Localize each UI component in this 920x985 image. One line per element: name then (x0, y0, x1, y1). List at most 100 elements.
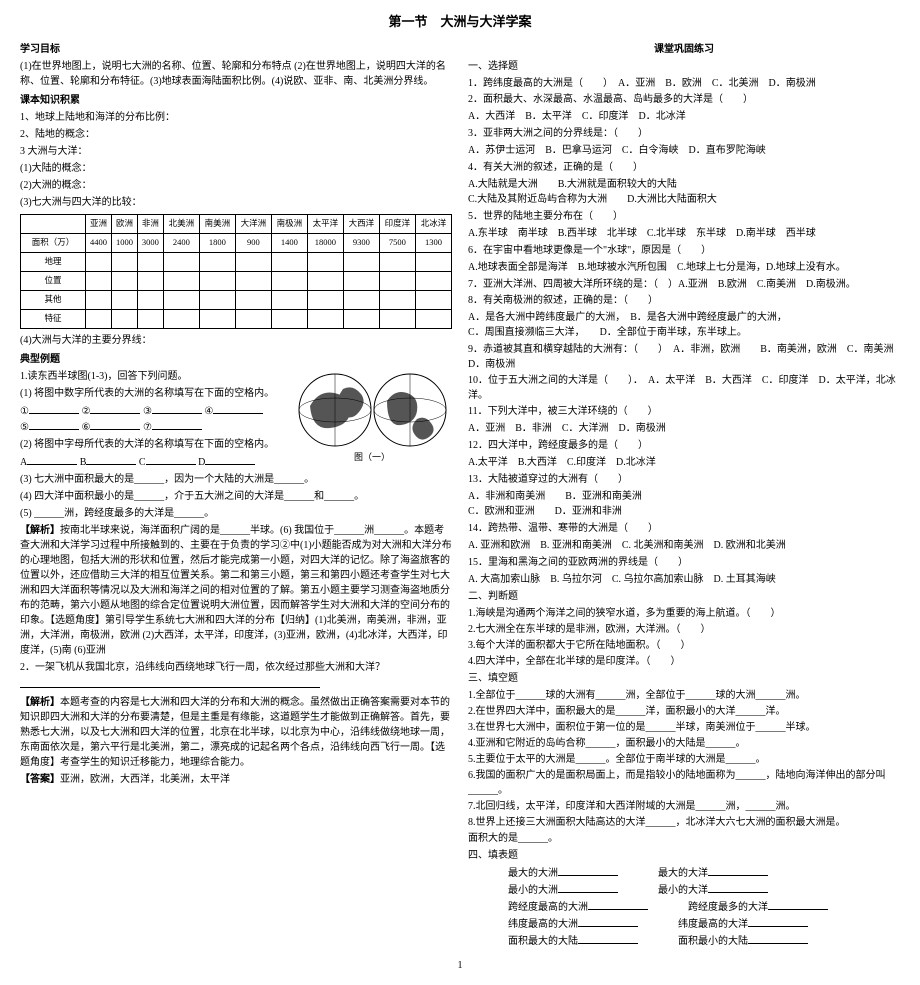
q12: 12．四大洋中，跨经度最多的是（ ） (468, 438, 900, 453)
q4-opts: A.大陆就是大洲 B.大洲就是面积较大的大陆 C.大陆及其附近岛屿合称为大洲 D… (468, 177, 900, 207)
table-header-row: 亚洲 欧洲 非洲 北美洲 南美洲 大洋洲 南极洲 太平洋 大西洋 印度洋 北冰洋 (21, 214, 452, 233)
fill-table: 最大的大洲 最大的大洋 最小的大洲 最小的大洋 跨经度最高的大洲 跨经度最多的大… (468, 865, 900, 949)
q13-opts: A．非洲和南美洲 B．亚洲和南美洲 C．欧洲和亚洲 D．亚洲和非洲 (468, 489, 900, 519)
th: 欧洲 (111, 214, 137, 233)
q4: 4．有关大洲的叙述，正确的是（ ） (468, 160, 900, 175)
table-row: 其他 (21, 290, 452, 309)
q12-opts: A.太平洋 B.大西洋 C.印度洋 D.北冰洋 (468, 455, 900, 470)
fill-row: 跨经度最高的大洲 跨经度最多的大洋 (508, 899, 900, 915)
row-label: 其他 (21, 290, 86, 309)
j3: 3.每个大洋的面积都大于它所在陆地面积。（ ） (468, 638, 900, 653)
goal-text: (1)在世界地图上，说明七大洲的名称、位置、轮廓和分布特点 (2)在世界地图上，… (20, 59, 452, 89)
hemisphere-figure: 图（一） (292, 371, 452, 465)
two-column-layout: 学习目标 (1)在世界地图上，说明七大洲的名称、位置、轮廓和分布特点 (2)在世… (20, 38, 900, 950)
th: 北冰洋 (415, 214, 451, 233)
row-label: 位置 (21, 271, 86, 290)
q13: 13．大陆被道穿过的大洲有（ ） (468, 472, 900, 487)
section-2: 二、判断题 (468, 589, 900, 604)
cell: 7500 (379, 233, 415, 252)
th: 太平洋 (307, 214, 343, 233)
cell: 4400 (86, 233, 112, 252)
th: 非洲 (137, 214, 163, 233)
q1: 1．跨纬度最高的大洲是（ ） A．亚洲 B．欧洲 C．北美洲 D．南极洲 (468, 76, 900, 91)
th: 亚洲 (86, 214, 112, 233)
q11: 11．下列大洋中，被三大洋环绕的（ ） (468, 404, 900, 419)
item-2: 2、陆地的概念： (20, 127, 452, 142)
ex1c: (3) 七大洲中面积最大的是______，因为一个大陆的大洲是______。 (20, 472, 452, 487)
item-3b: (2)大洲的概念： (20, 178, 452, 193)
q15-opts: A. 大高加索山脉 B. 乌拉尔河 C. 乌拉尔高加索山脉 D. 土耳其海峡 (468, 572, 900, 587)
fill-row: 纬度最高的大洲 纬度最高的大洋 (508, 916, 900, 932)
q8: 8．有关南极洲的叙述，正确的是：（ ） (468, 293, 900, 308)
table-row: 地理 (21, 252, 452, 271)
cell: 1800 (199, 233, 235, 252)
f7: 7.北回归线，太平洋，印度洋和大西洋附域的大洲是______洲，______洲。 (468, 799, 900, 814)
j1: 1.海峡是沟通两个海洋之间的狭窄水道，多为重要的海上航道。（ ） (468, 606, 900, 621)
q14-opts: A. 亚洲和欧洲 B. 亚洲和南美洲 C. 北美洲和南美洲 D. 欧洲和北美洲 (468, 538, 900, 553)
q2-opts: A．大西洋 B．太平洋 C．印度洋 D．北冰洋 (468, 109, 900, 124)
th: 大洋洲 (235, 214, 271, 233)
q3: 3．亚非两大洲之间的分界线是：（ ） (468, 126, 900, 141)
row-label: 地理 (21, 252, 86, 271)
right-column: 课堂巩固练习 一、选择题 1．跨纬度最高的大洲是（ ） A．亚洲 B．欧洲 C．… (468, 38, 900, 950)
cell: 2400 (163, 233, 199, 252)
left-column: 学习目标 (1)在世界地图上，说明七大洲的名称、位置、轮廓和分布特点 (2)在世… (20, 38, 452, 950)
cell: 1400 (271, 233, 307, 252)
analysis2: 【解析】本题考查的内容是七大洲和四大洋的分布和大洲的概念。虽然做出正确答案需要对… (20, 695, 452, 770)
q5-opts: A.东半球 南半球 B.西半球 北半球 C.北半球 东半球 D.南半球 西半球 (468, 226, 900, 241)
comparison-table: 亚洲 欧洲 非洲 北美洲 南美洲 大洋洲 南极洲 太平洋 大西洋 印度洋 北冰洋… (20, 214, 452, 329)
q3-opts: A．苏伊士运河 B．巴拿马运河 C．白令海峡 D．直布罗陀海峡 (468, 143, 900, 158)
item-3a: (1)大陆的概念： (20, 161, 452, 176)
f1: 1.全部位于______球的大洲有______洲，全部位于______球的大洲_… (468, 688, 900, 703)
analysis1: 【解析】按南北半球来说，海洋面积广阔的是______半球。(6) 我国位于___… (20, 523, 452, 658)
q14: 14．跨热带、温带、寒带的大洲是（ ） (468, 521, 900, 536)
row-label: 面积（万） (21, 233, 86, 252)
ex2: 2．一架飞机从我国北京，沿纬线向西绕地球飞行一周，依次经过那些大洲和大洋？ (20, 660, 452, 675)
section-4: 四、填表题 (468, 848, 900, 863)
th: 北美洲 (163, 214, 199, 233)
row-label: 特征 (21, 309, 86, 328)
table-row: 面积（万） 4400 1000 3000 2400 1800 900 1400 … (21, 233, 452, 252)
fill-row: 最大的大洲 最大的大洋 (508, 865, 900, 881)
q2: 2．面积最大、水深最高、水温最高、岛屿最多的大洋是（ ） (468, 92, 900, 107)
f-last: 面积大的是______。 (468, 831, 900, 846)
base-heading: 课本知识积累 (20, 93, 452, 108)
j2: 2.七大洲全在东半球的是非洲，欧洲，大洋洲。（ ） (468, 622, 900, 637)
th: 南美洲 (199, 214, 235, 233)
ex1d: (4) 四大洋中面积最小的是______，介于五大洲之间的大洋是______和_… (20, 489, 452, 504)
q9: 9．赤道被其直和横穿越陆的大洲有：（ ） A．非洲，欧洲 B．南美洲，欧洲 C．… (468, 342, 900, 372)
q5: 5．世界的陆地主要分布在（ ） (468, 209, 900, 224)
q7: 7．亚洲大洋洲、四周被大洋所环绕的是：（ ）A.亚洲 B.欧洲 C.南美洲 D.… (468, 277, 900, 292)
f6: 6.我国的面积广大的是面积局面上，而是指较小的陆地面称为______，陆地向海洋… (468, 768, 900, 798)
figure-caption: 图（一） (292, 451, 452, 465)
item-3c: (3)七大洲与四大洋的比较： (20, 195, 452, 210)
table-row: 特征 (21, 309, 452, 328)
f5: 5.主要位于太平的大洲是______。全部位于南半球的大洲是______。 (468, 752, 900, 767)
f8: 8.世界上还接三大洲面积大陆高达的大洋______，北冰洋大六七大洲的面积最大洲… (468, 815, 900, 830)
ex1e: (5) ______洲，跨经度最多的大洋是______。 (20, 506, 452, 521)
section-1: 一、选择题 (468, 59, 900, 74)
item-4: (4)大洲与大洋的主要分界线： (20, 333, 452, 348)
example-heading: 典型例题 (20, 352, 452, 367)
table-row: 位置 (21, 271, 452, 290)
f3: 3.在世界七大洲中，面积位于第一位的是______半球，南美洲位于______半… (468, 720, 900, 735)
cell: 1000 (111, 233, 137, 252)
th-blank (21, 214, 86, 233)
goal-heading: 学习目标 (20, 42, 452, 57)
fill-row: 最小的大洲 最小的大洋 (508, 882, 900, 898)
q10: 10．位于五大洲之间的大洋是（ ）． A．太平洋 B．大西洋 C．印度洋 D．太… (468, 373, 900, 403)
globe-icon (295, 371, 450, 449)
q6: 6．在宇宙中看地球更像是一个"水球"，原因是（ ） (468, 243, 900, 258)
doc-title: 第一节 大洲与大洋学案 (20, 12, 900, 32)
cell: 18000 (307, 233, 343, 252)
j4: 4.四大洋中，全部在北半球的是印度洋。（ ） (468, 654, 900, 669)
cell: 900 (235, 233, 271, 252)
q8-opts: A．是各大洲中跨纬度最广的大洲， B．是各大洲中跨经度最广的大洲， C．周围直接… (468, 310, 900, 340)
section-3: 三、填空题 (468, 671, 900, 686)
fill-row: 面积最大的大陆 面积最小的大陆 (508, 933, 900, 949)
th: 大西洋 (343, 214, 379, 233)
item-1: 1、地球上陆地和海洋的分布比例： (20, 110, 452, 125)
answer: 【答案】亚洲，欧洲，大西洋，北美洲，太平洋 (20, 772, 452, 787)
cell: 1300 (415, 233, 451, 252)
practice-heading: 课堂巩固练习 (468, 42, 900, 57)
